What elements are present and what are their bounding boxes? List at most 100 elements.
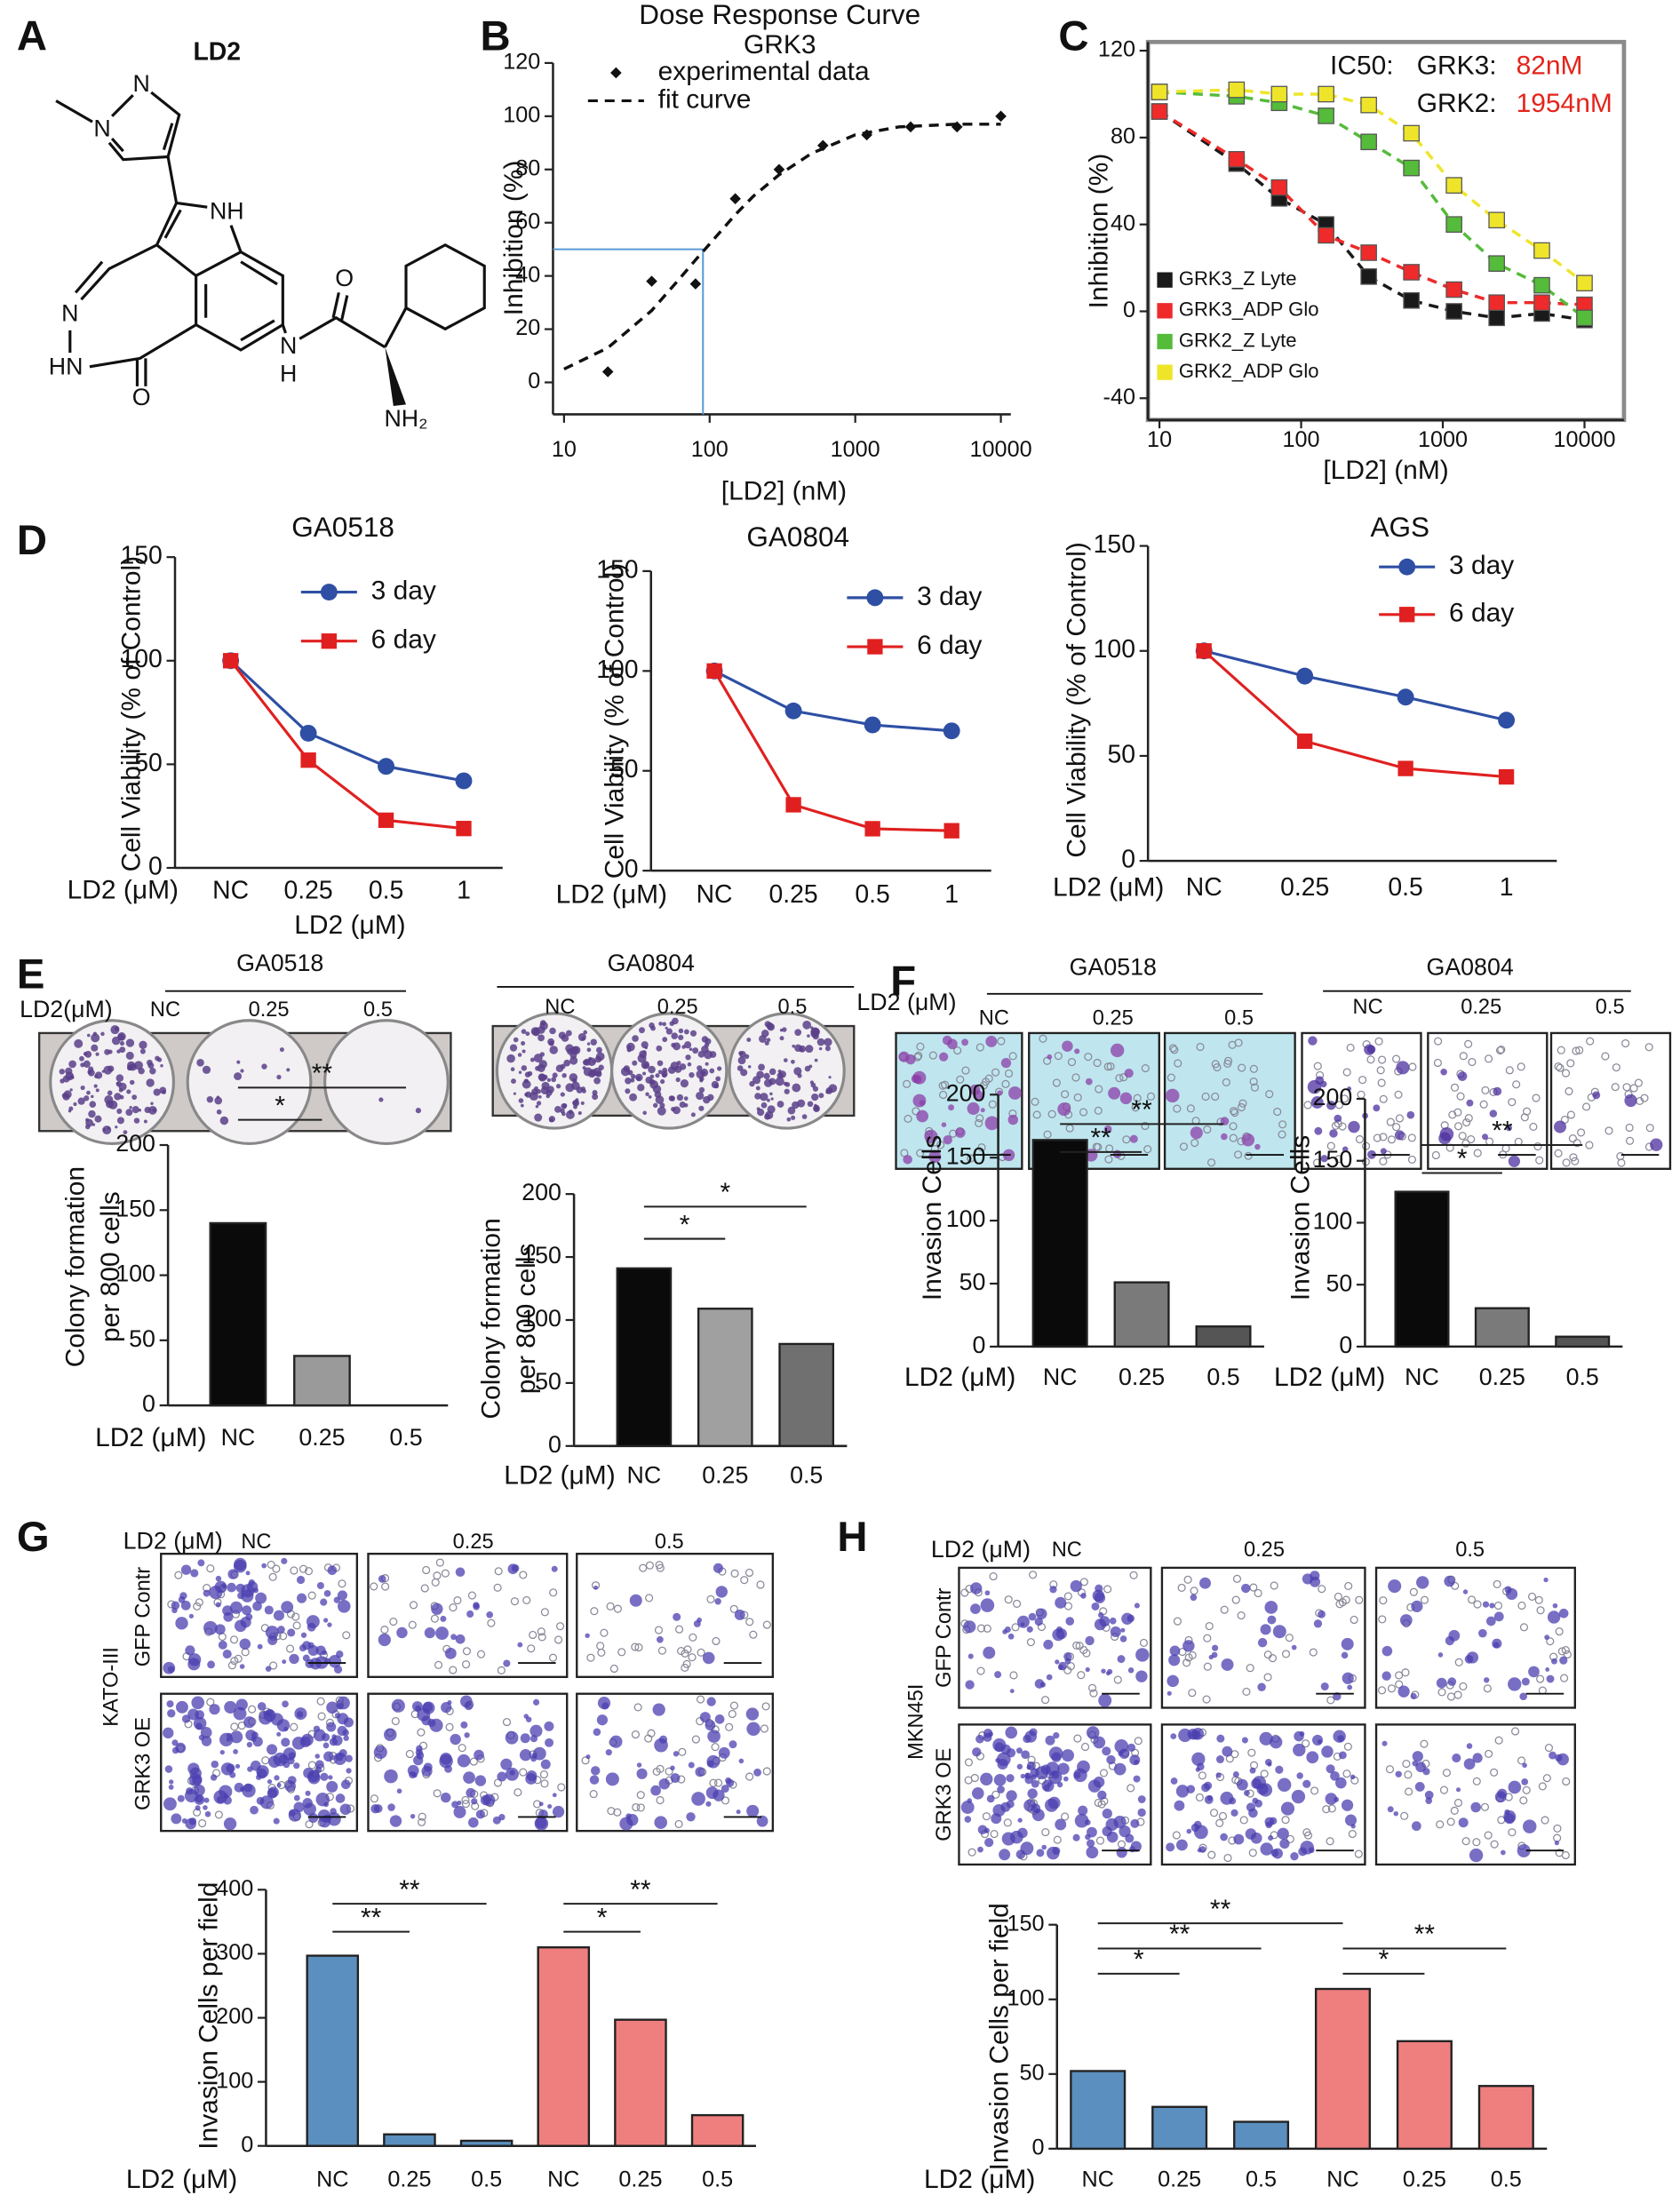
colony: [522, 1079, 531, 1089]
x-tick-label: 1000: [831, 437, 880, 462]
data-point: [456, 821, 472, 837]
colony: [632, 1035, 639, 1042]
membrane-pore: [1568, 1134, 1577, 1143]
invaded-cell: [264, 1605, 274, 1615]
invaded-cell: [203, 1589, 211, 1597]
annotation: GRK3:: [1417, 52, 1497, 81]
culture-plate: [323, 1019, 450, 1146]
panel-label: G: [17, 1514, 50, 1561]
colony: [587, 1057, 596, 1067]
y-tick-label: 0: [1339, 1332, 1352, 1358]
invaded-cell: [370, 1803, 380, 1814]
data-point: [1296, 667, 1314, 685]
colony: [711, 1080, 719, 1089]
membrane-pore: [967, 1154, 975, 1163]
colony: [522, 1049, 526, 1054]
invaded-cell: [1074, 1813, 1089, 1828]
invaded-cell: [1005, 1726, 1018, 1739]
invaded-cell: [163, 1797, 177, 1811]
membrane-pore: [537, 1627, 545, 1636]
invaded-cell: [1134, 1759, 1140, 1765]
bar: [293, 1355, 351, 1407]
invaded-cell: [673, 1751, 680, 1757]
invaded-cell: [187, 1653, 202, 1666]
invaded-cell: [1517, 1843, 1531, 1857]
membrane-pore: [1039, 1034, 1047, 1043]
membrane-pore: [1461, 1139, 1470, 1148]
invaded-cell: [1134, 1603, 1140, 1609]
data-point: [729, 193, 741, 205]
invaded-cell: [970, 1603, 981, 1614]
membrane-pore: [1273, 1107, 1282, 1117]
invaded-cell: [1190, 1594, 1198, 1602]
data-point: [866, 589, 884, 607]
invaded-cell: [473, 1603, 480, 1610]
invaded-cell: [167, 1709, 176, 1718]
row-label: GFP Contr: [933, 1587, 956, 1688]
colony: [580, 1101, 585, 1106]
invaded-cell: [1275, 1765, 1284, 1774]
invaded-cell: [713, 1789, 725, 1801]
y-tick-label: 50: [1020, 2060, 1045, 2085]
colony: [764, 1113, 771, 1120]
invaded-cell: [654, 1816, 668, 1829]
membrane-pore: [1134, 1737, 1143, 1746]
y-tick-label: 300: [216, 1940, 253, 1965]
membrane-pore: [1622, 1083, 1631, 1092]
colony: [592, 1090, 598, 1096]
bar: [614, 2018, 667, 2147]
invaded-cell: [235, 1698, 248, 1711]
invaded-cell: [384, 1769, 398, 1784]
invaded-cell: [1119, 1635, 1127, 1642]
invaded-cell: [339, 1803, 352, 1816]
colony: [517, 1053, 522, 1057]
invaded-cell: [1057, 1102, 1071, 1117]
colony: [95, 1088, 100, 1093]
invaded-cell: [961, 1038, 968, 1046]
data-point: [1403, 291, 1420, 309]
invaded-cell: [1342, 1672, 1354, 1684]
invaded-cell: [396, 1626, 408, 1639]
membrane-pore: [435, 1558, 444, 1567]
membrane-pore: [467, 1591, 477, 1600]
invaded-cell: [1106, 1754, 1116, 1765]
colony: [644, 1046, 649, 1050]
invaded-cell: [457, 1754, 471, 1768]
membrane-pore: [227, 1661, 236, 1670]
y-tick-label: 100: [216, 2068, 253, 2093]
colony: [577, 1111, 582, 1116]
invaded-cell: [169, 1779, 174, 1785]
invaded-cell: [1023, 1734, 1031, 1744]
invaded-cell: [177, 1794, 185, 1802]
colony: [196, 1059, 204, 1067]
colony: [586, 1047, 592, 1053]
membrane-pore: [1453, 1798, 1463, 1808]
membrane-pore: [1073, 1734, 1082, 1743]
invaded-cell: [1447, 1677, 1457, 1687]
invaded-cell: [1097, 1790, 1107, 1801]
colony: [518, 1098, 524, 1103]
colony: [115, 1125, 118, 1129]
colony: [807, 1034, 810, 1038]
invaded-cell: [245, 1730, 257, 1741]
invaded-cell: [1016, 1763, 1023, 1770]
invaded-cell: [1047, 1846, 1060, 1860]
colony: [84, 1051, 92, 1058]
dose-column-label: 0.5: [1455, 1539, 1485, 1562]
invaded-cell: [718, 1746, 730, 1759]
invaded-cell: [1006, 1790, 1017, 1801]
atom-label: O: [335, 265, 354, 291]
membrane-pore: [1467, 1595, 1477, 1604]
data-point: [995, 110, 1007, 123]
y-tick-label: 200: [115, 1130, 155, 1157]
invaded-cell: [223, 1817, 237, 1831]
colony: [107, 1049, 113, 1054]
colony: [595, 1070, 602, 1078]
invaded-cell: [1455, 1787, 1461, 1793]
colony: [94, 1115, 102, 1123]
x-tick-label: NC: [212, 876, 249, 904]
atom-label: N: [133, 70, 150, 97]
invaded-cell: [1028, 1612, 1037, 1621]
data-point: [1270, 85, 1288, 103]
